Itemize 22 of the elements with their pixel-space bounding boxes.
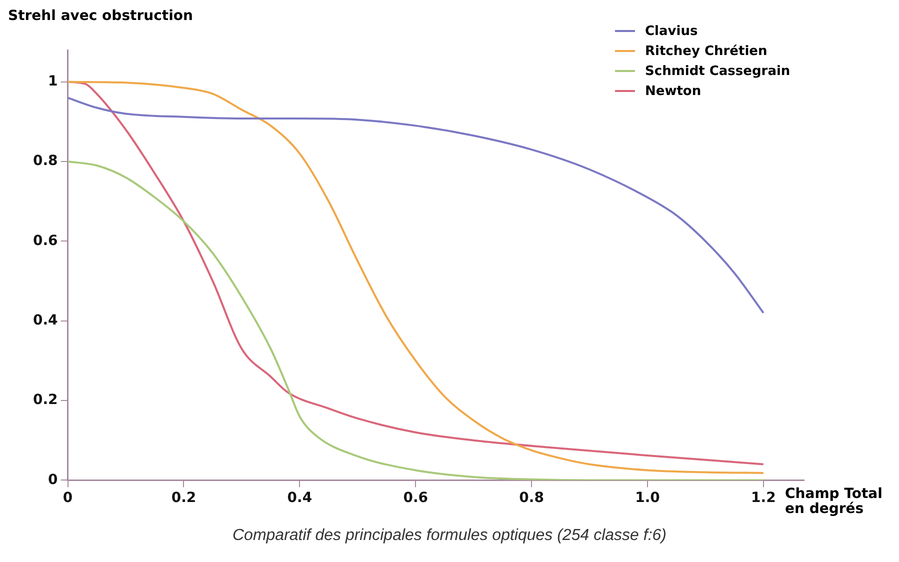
text: Comparatif des principales formules optiques (254 classe f:6) [232, 527, 668, 545]
y-axis-title: Strehl avec obstruction [8, 8, 193, 24]
y-tick-label: 0.6 [32, 232, 58, 249]
y-tick-label: 0.8 [32, 153, 58, 170]
legend-label: Clavius [644, 23, 699, 41]
legend-label: Ritchey Chrétien [644, 43, 768, 61]
legend-label: Schmidt Cassegrain [644, 63, 790, 81]
x-tick-label: 0.2 [171, 490, 196, 506]
x-tick-label: 1.2 [751, 490, 776, 506]
x-tick-label: 0.6 [403, 490, 428, 506]
line-series [68, 96, 764, 314]
y-tick-label: 0 [48, 472, 58, 488]
x-tick-label: 0.4 [287, 490, 312, 506]
line-series [68, 160, 764, 480]
y-tick-label: 1 [48, 74, 58, 90]
x-tick-label: 0.8 [519, 490, 544, 506]
y-tick-label: 0.2 [32, 392, 58, 408]
x-tick-label: 0 [62, 490, 73, 506]
x-axis-title: Champ Total en degrés [785, 486, 884, 517]
legend-label: Newton [644, 83, 702, 101]
x-tick-label: 1.0 [635, 490, 660, 506]
y-tick-label: 0.4 [32, 312, 58, 329]
